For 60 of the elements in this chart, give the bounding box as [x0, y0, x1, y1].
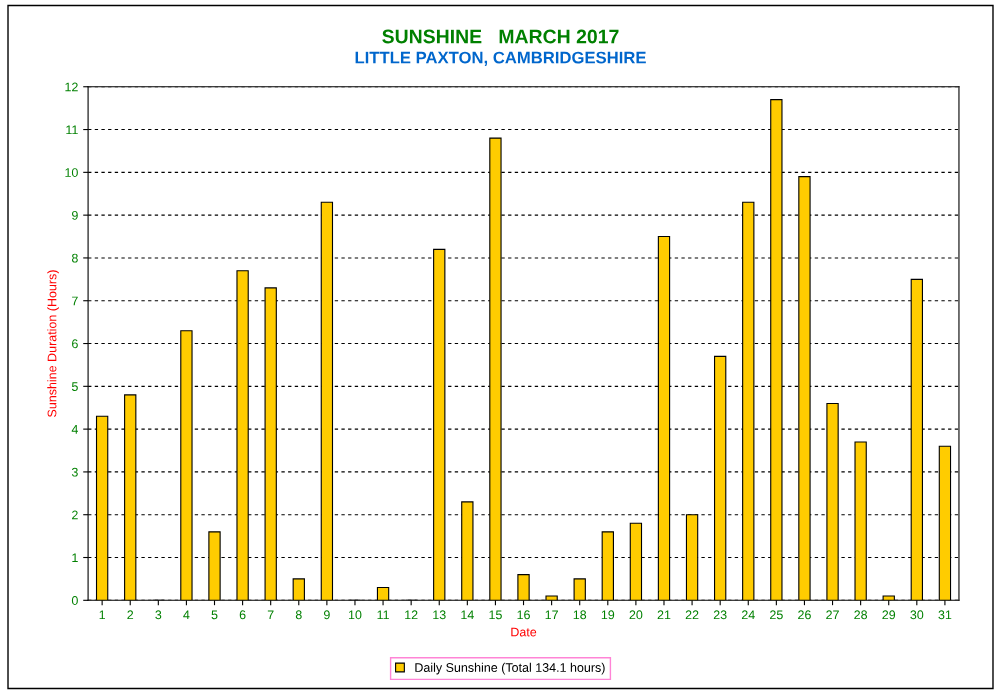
y-tick-label: 7	[72, 296, 78, 306]
bar	[236, 270, 249, 601]
x-tick-label: 24	[741, 610, 755, 620]
x-tick-label: 31	[938, 610, 952, 620]
bar	[292, 578, 305, 601]
bar	[517, 574, 530, 601]
x-tick-label: 22	[685, 610, 699, 620]
x-tick-label: 29	[882, 610, 896, 620]
x-tick-label: 12	[405, 610, 418, 620]
bar	[601, 531, 614, 601]
y-tick-label: 1	[72, 553, 78, 563]
x-tick-label: 5	[211, 610, 218, 620]
x-tick-label: 10	[348, 610, 362, 620]
x-tick-label: 27	[826, 610, 839, 620]
x-tick-label: 11	[377, 610, 389, 620]
x-tick-label: 20	[629, 610, 643, 620]
y-tick-label: 8	[71, 253, 78, 263]
bar	[882, 595, 895, 601]
x-tick-label: 26	[798, 610, 811, 620]
y-tick-label: 9	[72, 210, 78, 220]
x-tick-label: 9	[323, 610, 330, 620]
x-axis-title: Date	[511, 627, 537, 637]
x-tick-label: 3	[155, 610, 162, 620]
y-tick-label: 6	[72, 339, 78, 349]
y-tick-label: 0	[71, 596, 78, 605]
bar	[573, 578, 586, 601]
chart-subtitle: LITTLE PAXTON, CAMBRIDGESHIRE	[355, 51, 646, 66]
y-tick-label: 4	[71, 425, 78, 434]
x-tick-label: 7	[267, 610, 274, 620]
bar	[798, 176, 811, 601]
x-tick-label: 25	[770, 610, 783, 620]
x-tick-label: 1	[99, 610, 105, 620]
x-tick-label: 18	[573, 610, 587, 620]
y-tick-label: 12	[65, 82, 78, 92]
x-tick-label: 14	[461, 610, 474, 620]
x-tick-label: 2	[127, 610, 134, 620]
x-tick-label: 28	[854, 610, 868, 620]
x-tick-label: 30	[910, 610, 924, 620]
x-tick-label: 19	[601, 610, 615, 620]
y-tick-label: 11	[66, 125, 78, 135]
x-tick-label: 21	[657, 610, 671, 620]
y-tick-label: 2	[72, 510, 78, 520]
x-tick-label: 6	[239, 610, 246, 620]
bar	[545, 595, 558, 601]
y-tick-label: 3	[71, 467, 78, 477]
x-tick-label: 8	[295, 610, 302, 620]
chart-title: SUNSHINE MARCH 2017	[382, 29, 619, 44]
legend-label: Daily Sunshine (Total 134.1 hours)	[415, 662, 605, 675]
x-tick-label: 16	[517, 610, 530, 620]
y-axis-title: Sunshine Duration (Hours)	[47, 270, 59, 417]
y-tick-label: 5	[71, 382, 78, 391]
x-tick-label: 15	[489, 610, 502, 620]
bar	[629, 522, 643, 601]
x-tick-label: 13	[433, 610, 446, 620]
bar	[376, 586, 390, 601]
y-tick-label: 10	[65, 168, 78, 177]
x-tick-label: 23	[713, 610, 727, 620]
bar	[433, 248, 446, 601]
x-tick-label: 4	[183, 610, 190, 620]
x-tick-label: 17	[545, 610, 558, 620]
